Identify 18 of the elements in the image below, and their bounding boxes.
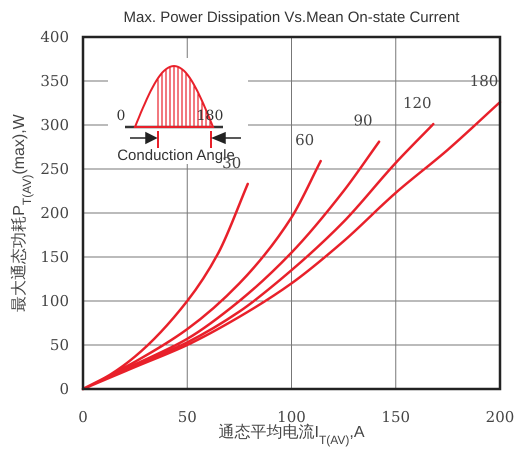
x-tick-label: 150 (381, 408, 410, 426)
y-tick-label: 250 (40, 160, 69, 178)
y-tick-label: 350 (40, 72, 69, 90)
x-axis-title: 通态平均电流I$_{T(AV)}$,A (218, 423, 365, 447)
x-tick-label: 0 (78, 408, 88, 426)
y-tick-label: 0 (59, 380, 69, 398)
annotation: 0 (116, 108, 126, 124)
chart-title: Max. Power Dissipation Vs.Mean On-state Current (124, 9, 460, 26)
y-tick-label: 200 (40, 204, 69, 222)
y-tick-label: 300 (40, 116, 69, 134)
y-tick-label: 50 (50, 336, 69, 354)
y-tick-label: 150 (40, 248, 69, 266)
y-tick-label: 400 (40, 28, 69, 46)
x-tick-label: 50 (178, 408, 197, 426)
series-label: 60 (295, 131, 314, 150)
series-label: 120 (402, 94, 432, 112)
y-tick-label: 100 (40, 292, 69, 310)
x-tick-label: 200 (486, 408, 514, 426)
